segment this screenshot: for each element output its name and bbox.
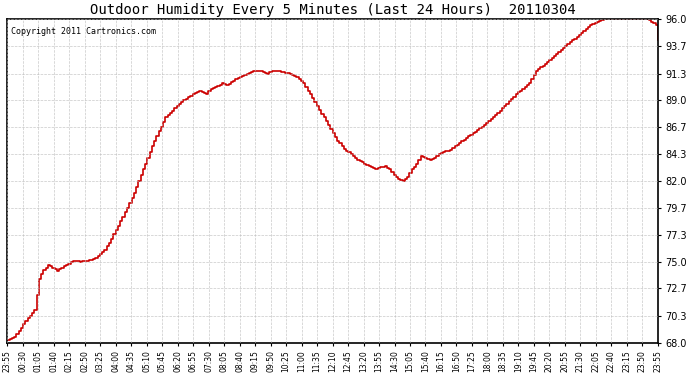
Title: Outdoor Humidity Every 5 Minutes (Last 24 Hours)  20110304: Outdoor Humidity Every 5 Minutes (Last 2… xyxy=(90,3,575,17)
Text: Copyright 2011 Cartronics.com: Copyright 2011 Cartronics.com xyxy=(10,27,155,36)
